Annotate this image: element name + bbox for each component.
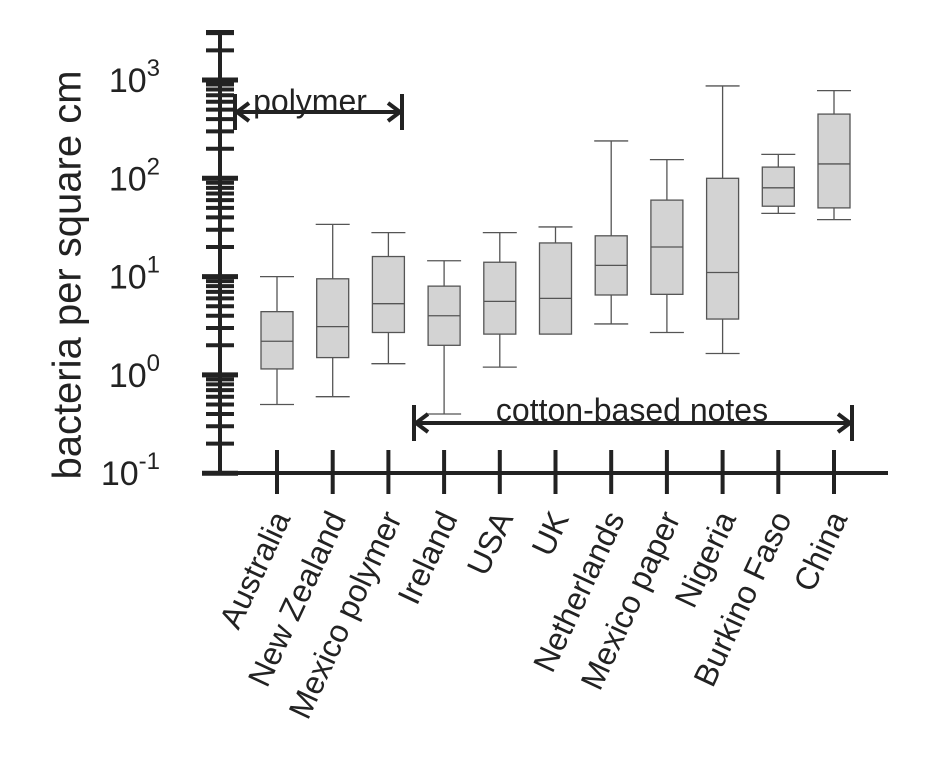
range-label: cotton-based notes [496, 392, 768, 428]
boxes [260, 85, 851, 415]
interquartile-box [761, 166, 795, 207]
y-tick-label: 100 [109, 350, 160, 395]
y-tick-label-base: 10 [109, 62, 147, 100]
box-7 [594, 140, 629, 325]
range-arrowhead-left [233, 101, 251, 123]
y-tick-label-base: 10 [109, 160, 147, 198]
box-8 [649, 158, 684, 334]
x-tick-label: UK [524, 506, 575, 562]
interquartile-box [483, 261, 517, 335]
box-3 [371, 231, 406, 365]
y-tick-label-exponent: 3 [147, 55, 160, 82]
range-arrowhead-left [412, 412, 430, 434]
interquartile-box [817, 113, 851, 209]
box-9 [705, 85, 740, 355]
box-2 [315, 223, 350, 398]
range-arrowhead-right [836, 412, 854, 434]
y-tick-label-exponent: 2 [147, 153, 160, 180]
interquartile-box [260, 310, 294, 370]
y-tick-label-base: 10 [109, 259, 147, 297]
y-tick-label-base: 10 [101, 455, 139, 493]
y-tick-label: 10-1 [101, 448, 160, 493]
range-label: polymer [253, 83, 367, 119]
y-tick-label-base: 10 [109, 357, 147, 395]
y-tick-label: 102 [109, 153, 160, 198]
range-arrowhead-right [386, 101, 404, 123]
interquartile-box [538, 242, 573, 335]
y-tick-label-exponent: -1 [139, 448, 160, 475]
box-11 [817, 89, 851, 221]
box-1 [260, 275, 294, 406]
axes [202, 30, 888, 494]
x-tick-label: USA [460, 505, 521, 580]
box-5 [482, 231, 517, 368]
box-10 [761, 153, 796, 214]
annotations: polymer cotton-based notes [233, 83, 854, 441]
y-axis-label: bacteria per square cm [46, 70, 90, 479]
interquartile-box [705, 177, 740, 320]
annotation-cotton-based: cotton-based notes [412, 392, 854, 441]
interquartile-box [371, 255, 406, 334]
y-tick-label: 101 [109, 252, 160, 297]
x-tick-label: China [786, 506, 854, 597]
interquartile-box [316, 278, 350, 359]
annotation-polymer: polymer [233, 83, 404, 130]
y-tick-label-exponent: 0 [147, 350, 160, 377]
y-tick-label-exponent: 1 [147, 252, 160, 279]
box-6 [538, 226, 573, 335]
box-4 [427, 260, 462, 415]
y-axis-label-text: bacteria per square cm [46, 70, 90, 479]
y-tick-label: 103 [109, 55, 160, 100]
